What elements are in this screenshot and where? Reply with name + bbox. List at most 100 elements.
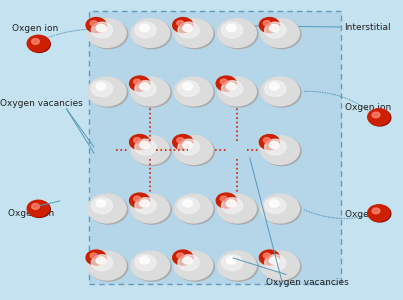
Circle shape <box>86 250 106 265</box>
Circle shape <box>91 81 112 97</box>
Circle shape <box>90 253 97 258</box>
Circle shape <box>226 24 236 32</box>
Circle shape <box>369 206 391 222</box>
Circle shape <box>89 252 128 281</box>
Circle shape <box>178 81 199 97</box>
Circle shape <box>220 196 227 201</box>
Circle shape <box>31 203 39 209</box>
Circle shape <box>174 251 194 266</box>
Circle shape <box>261 77 299 106</box>
Circle shape <box>174 135 194 150</box>
Circle shape <box>176 252 214 281</box>
Text: O: O <box>289 146 296 154</box>
Circle shape <box>89 195 128 224</box>
Circle shape <box>183 200 193 207</box>
Circle shape <box>220 79 227 84</box>
Circle shape <box>174 77 213 106</box>
Circle shape <box>260 135 280 150</box>
Circle shape <box>133 20 171 49</box>
Circle shape <box>222 198 243 214</box>
Circle shape <box>260 135 280 150</box>
Circle shape <box>260 250 280 265</box>
Circle shape <box>96 83 106 90</box>
Circle shape <box>130 193 150 208</box>
Circle shape <box>265 198 286 214</box>
Circle shape <box>91 198 112 214</box>
Circle shape <box>174 251 213 280</box>
Circle shape <box>265 139 286 155</box>
Circle shape <box>368 205 390 221</box>
Circle shape <box>183 24 193 32</box>
Circle shape <box>218 19 256 47</box>
Circle shape <box>264 138 270 143</box>
Text: Oxygen vacancies: Oxygen vacancies <box>0 99 83 108</box>
Circle shape <box>173 135 193 150</box>
Circle shape <box>140 141 150 148</box>
Circle shape <box>96 24 106 32</box>
Circle shape <box>217 77 237 92</box>
Circle shape <box>183 257 193 264</box>
Circle shape <box>217 194 237 209</box>
Circle shape <box>270 24 279 32</box>
Circle shape <box>140 200 150 207</box>
Text: Oxgen ion: Oxgen ion <box>12 24 58 33</box>
Circle shape <box>31 38 39 44</box>
Circle shape <box>178 22 199 38</box>
Circle shape <box>270 141 279 148</box>
Circle shape <box>135 81 156 97</box>
Circle shape <box>177 21 184 26</box>
Circle shape <box>219 20 258 49</box>
Circle shape <box>261 19 299 47</box>
Circle shape <box>90 21 97 26</box>
Text: Oxgen ion: Oxgen ion <box>8 208 54 217</box>
Circle shape <box>261 136 299 164</box>
Text: Oxgen ion: Oxgen ion <box>345 210 391 219</box>
Circle shape <box>140 83 150 90</box>
Circle shape <box>226 200 236 207</box>
Circle shape <box>219 78 258 107</box>
Circle shape <box>177 138 184 143</box>
Circle shape <box>131 251 170 280</box>
Circle shape <box>270 257 279 264</box>
Circle shape <box>260 18 280 33</box>
Circle shape <box>183 83 193 90</box>
Circle shape <box>178 255 199 271</box>
Circle shape <box>372 112 380 118</box>
Text: Oxygen vacancies: Oxygen vacancies <box>266 278 349 287</box>
Circle shape <box>262 195 301 224</box>
Circle shape <box>131 135 151 150</box>
Circle shape <box>134 79 141 84</box>
Circle shape <box>174 19 213 47</box>
Circle shape <box>372 208 380 214</box>
Circle shape <box>262 252 301 281</box>
Circle shape <box>176 20 214 49</box>
Circle shape <box>178 198 199 214</box>
Circle shape <box>222 255 243 271</box>
Circle shape <box>28 36 50 52</box>
Circle shape <box>264 253 270 258</box>
Circle shape <box>131 77 170 106</box>
Circle shape <box>177 253 184 258</box>
Circle shape <box>218 194 256 223</box>
Circle shape <box>96 200 106 207</box>
Circle shape <box>131 194 170 223</box>
Circle shape <box>264 21 270 26</box>
Circle shape <box>226 257 236 264</box>
Circle shape <box>135 22 156 38</box>
Circle shape <box>87 194 126 223</box>
Circle shape <box>222 81 243 97</box>
Circle shape <box>87 251 107 266</box>
Circle shape <box>27 35 50 52</box>
Circle shape <box>183 141 193 148</box>
Circle shape <box>133 78 171 107</box>
Circle shape <box>87 77 126 106</box>
Circle shape <box>260 251 280 266</box>
Circle shape <box>86 18 106 33</box>
Circle shape <box>174 194 213 223</box>
Circle shape <box>134 196 141 201</box>
Circle shape <box>130 76 150 91</box>
Circle shape <box>173 18 193 33</box>
Circle shape <box>219 252 258 281</box>
Circle shape <box>135 198 156 214</box>
Circle shape <box>135 255 156 271</box>
